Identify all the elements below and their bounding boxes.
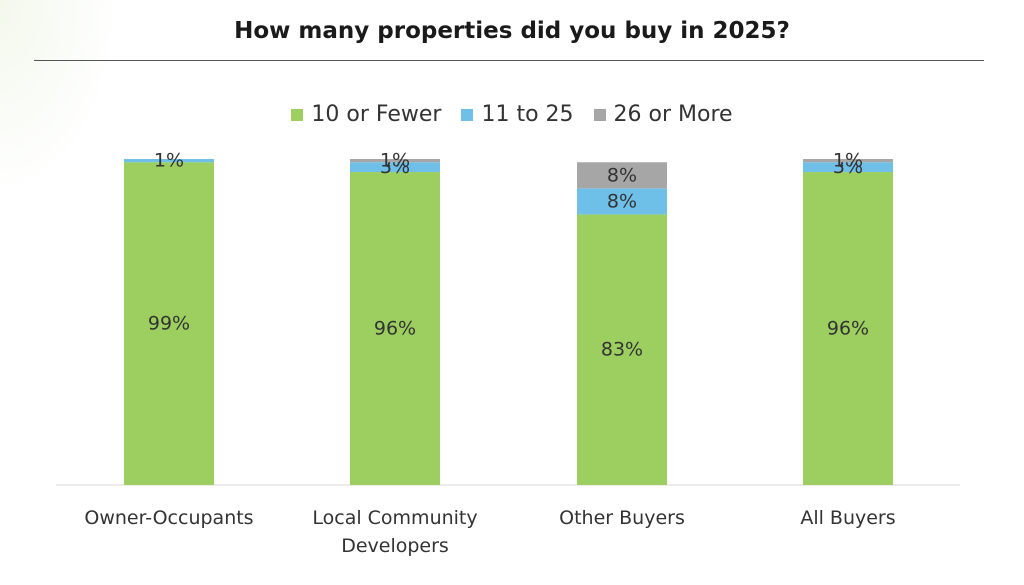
category-label-1-0: Local Community xyxy=(312,507,477,529)
legend-swatch-11-to-25 xyxy=(461,108,474,121)
legend-item-26-or-more: 26 or More xyxy=(593,102,733,127)
legend: 10 or Fewer 11 to 25 26 or More xyxy=(0,102,1024,127)
data-label-2-1: 8% xyxy=(607,190,637,212)
data-label-0-1: 1% xyxy=(154,150,184,172)
bar-segment-2-2 xyxy=(577,162,667,189)
data-label-0-0: 99% xyxy=(148,313,190,335)
data-label-1-0: 96% xyxy=(374,318,416,340)
bar-segment-1-0 xyxy=(350,172,440,486)
data-label-2-2: 8% xyxy=(607,164,637,186)
legend-label-10-or-fewer: 10 or Fewer xyxy=(311,102,442,127)
background-tint xyxy=(0,0,120,200)
legend-item-11-to-25: 11 to 25 xyxy=(461,102,574,127)
legend-swatch-10-or-fewer xyxy=(291,108,304,121)
bar-segment-0-0 xyxy=(124,162,214,485)
title-divider xyxy=(34,60,984,61)
category-label-3-0: All Buyers xyxy=(800,507,895,529)
bar-segment-2-1 xyxy=(577,188,667,215)
bar-segment-1-1 xyxy=(350,162,440,173)
bar-segment-3-1 xyxy=(803,162,893,173)
legend-label-26-or-more: 26 or More xyxy=(613,102,733,127)
bar-segment-3-2 xyxy=(803,159,893,163)
bar-segment-3-0 xyxy=(803,172,893,486)
category-label-0-0: Owner-Occupants xyxy=(84,507,253,529)
bar-segment-1-2 xyxy=(350,159,440,163)
bar-segment-0-1 xyxy=(124,159,214,163)
data-label-3-0: 96% xyxy=(827,318,869,340)
legend-swatch-26-or-more xyxy=(593,108,606,121)
legend-item-10-or-fewer: 10 or Fewer xyxy=(291,102,441,127)
chart-title: How many properties did you buy in 2025? xyxy=(234,18,790,44)
data-label-3-2: 1% xyxy=(833,150,863,172)
data-label-2-0: 83% xyxy=(601,339,643,361)
category-label-2-0: Other Buyers xyxy=(559,507,685,529)
category-label-1-1: Developers xyxy=(341,535,449,557)
bar-segment-2-0 xyxy=(577,214,667,486)
data-label-1-2: 1% xyxy=(380,150,410,172)
legend-label-11-to-25: 11 to 25 xyxy=(481,102,574,127)
